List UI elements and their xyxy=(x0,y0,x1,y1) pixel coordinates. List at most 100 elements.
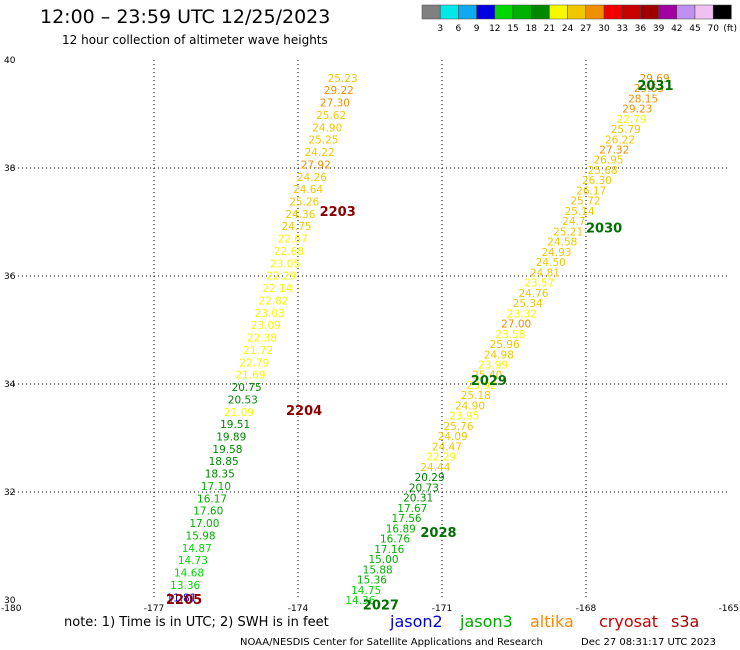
swh-point-label: 23.09 xyxy=(251,320,281,332)
swh-point-label: 21.69 xyxy=(235,370,265,382)
swh-point-label: 24.44 xyxy=(420,462,450,474)
y-tick-label: 30 xyxy=(4,596,16,606)
colorbar-label: 6 xyxy=(456,24,462,34)
colorbar-label: 24 xyxy=(562,24,574,34)
swh-point-label: 24.36 xyxy=(285,209,315,221)
swh-point-label: 15.88 xyxy=(363,564,393,576)
colorbar-label: 33 xyxy=(616,24,627,34)
swh-point-label: 26.30 xyxy=(582,175,612,187)
swh-point-label: 25.62 xyxy=(316,110,346,122)
y-tick-label: 32 xyxy=(4,488,15,498)
y-tick-label: 40 xyxy=(4,56,16,66)
swh-point-label: 17.56 xyxy=(392,513,422,525)
colorbar-label: 9 xyxy=(474,24,480,34)
satellite-legend-item: altika xyxy=(530,612,574,631)
x-tick-label: -171 xyxy=(432,604,452,614)
colorbar-swatch xyxy=(549,4,568,20)
swh-point-label: 19.51 xyxy=(220,419,250,431)
colorbar-label: 21 xyxy=(544,24,555,34)
swh-point-label: 29.69 xyxy=(640,73,670,85)
swh-point-label: 21.72 xyxy=(243,345,273,357)
swh-point-label: 14.87 xyxy=(182,543,212,555)
satellite-legend-item: s3a xyxy=(671,612,699,631)
swh-point-label: 27.30 xyxy=(320,98,350,110)
swh-point-label: 13.36 xyxy=(170,580,200,592)
satellite-legend-item: cryosat xyxy=(599,612,658,631)
swh-point-label: 23.32 xyxy=(507,308,537,320)
colorbar-label: 27 xyxy=(580,24,591,34)
colorbar-swatch xyxy=(694,4,714,20)
colorbar-legend: 3 6 9 12 15 18 21 24 27 30 33 36 39 42 45 70 (ft) xyxy=(421,4,737,34)
colorbar-unit: (ft) xyxy=(723,24,737,34)
swh-point-label: 25.25 xyxy=(308,135,338,147)
swh-point-label: 20.75 xyxy=(232,382,262,394)
swh-point-label: 29.22 xyxy=(324,85,354,97)
x-tick-label: -168 xyxy=(576,604,597,614)
colorbar-swatch xyxy=(658,4,678,20)
y-tick-label: 34 xyxy=(4,380,16,390)
colorbar-swatch xyxy=(640,4,659,20)
time-label: 2027 xyxy=(363,598,399,613)
colorbar-swatch xyxy=(676,4,696,20)
swh-point-label: 16.89 xyxy=(386,523,416,535)
colorbar-swatch xyxy=(712,4,732,20)
colorbar-swatch xyxy=(439,4,459,20)
swh-point-label: 23.03 xyxy=(255,308,285,320)
time-labels: 2203 2204 2205 2030 2029 2028 2027 2031 xyxy=(166,79,674,613)
swh-point-label: 15.36 xyxy=(357,575,387,587)
page-title: 12:00 – 23:59 UTC 12/25/2023 xyxy=(40,6,331,28)
y-tick-label: 38 xyxy=(4,164,16,174)
swh-point-label: 11.81 xyxy=(166,592,196,604)
swh-point-label: 19.58 xyxy=(212,444,242,456)
swh-point-label: 20.31 xyxy=(403,493,433,505)
swh-point-label: 25.72 xyxy=(570,196,600,208)
swh-point-label: 23.58 xyxy=(495,329,525,341)
swh-point-label: 23.57 xyxy=(524,278,554,290)
swh-point-label: 23.95 xyxy=(449,411,479,423)
swh-point-label: 22.82 xyxy=(258,295,288,307)
swh-point-label: 24.75 xyxy=(282,221,312,233)
swh-point-label: 22.14 xyxy=(262,283,292,295)
swh-point-label: 15.00 xyxy=(368,554,398,566)
swh-point-label: 27.32 xyxy=(599,144,629,156)
colorbar-label: 15 xyxy=(507,24,518,34)
swh-point-label: 22.29 xyxy=(426,452,456,464)
colorbar-swatch xyxy=(530,4,550,20)
swh-point-label: 22.79 xyxy=(239,357,269,369)
swh-point-label: 17.60 xyxy=(193,506,223,518)
swh-point-label: 24.64 xyxy=(293,184,323,196)
colorbar-swatch xyxy=(512,4,532,20)
colorbar-swatch xyxy=(603,4,623,20)
swh-point-label: 25.14 xyxy=(565,206,595,218)
swh-point-label: 23.99 xyxy=(478,360,508,372)
swh-point-label: 25.18 xyxy=(461,390,491,402)
satellite-legend-item: jason3 xyxy=(459,612,513,631)
swh-point-label: 19.89 xyxy=(216,432,246,444)
swh-point-label: 17.10 xyxy=(201,481,231,493)
time-label: 2203 xyxy=(320,205,356,220)
swh-point-label: 25.96 xyxy=(490,339,520,351)
swh-point-label: 22.29 xyxy=(266,271,296,283)
swh-point-label: 28.15 xyxy=(628,93,658,105)
colorbar-swatch xyxy=(458,4,477,20)
footer-note: note: 1) Time is in UTC; 2) SWH is in fe… xyxy=(64,615,329,630)
swh-point-label: 22.67 xyxy=(278,234,308,246)
swh-point-label: 25.68 xyxy=(588,165,618,177)
colorbar-swatch xyxy=(567,4,587,20)
swh-point-label: 17.00 xyxy=(189,518,219,530)
swh-point-label: 29.63 xyxy=(634,83,664,95)
swh-point-label: 24.22 xyxy=(305,147,335,159)
swh-point-label: 20.53 xyxy=(228,394,258,406)
colorbar-label: 39 xyxy=(653,24,665,34)
colorbar-swatch xyxy=(421,4,441,20)
swh-point-label: 25.21 xyxy=(553,226,583,238)
swh-point-label: 22.68 xyxy=(274,246,304,258)
swh-point-label: 27.00 xyxy=(501,319,531,331)
swh-point-label: 23.92 xyxy=(467,380,497,392)
satellite-legend: jason2 jason3 altika cryosat s3a xyxy=(389,612,699,631)
colorbar-swatch xyxy=(621,4,641,20)
swh-point-label: 29.23 xyxy=(622,104,652,116)
swh-point-label: 17.67 xyxy=(397,503,427,515)
swh-point-label: 18.85 xyxy=(209,456,239,468)
